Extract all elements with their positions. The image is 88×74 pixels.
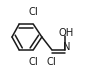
Text: Cl: Cl [28, 7, 38, 17]
Text: Cl: Cl [28, 57, 38, 67]
Text: N: N [63, 42, 70, 52]
Text: OH: OH [59, 28, 74, 38]
Text: Cl: Cl [47, 57, 57, 67]
